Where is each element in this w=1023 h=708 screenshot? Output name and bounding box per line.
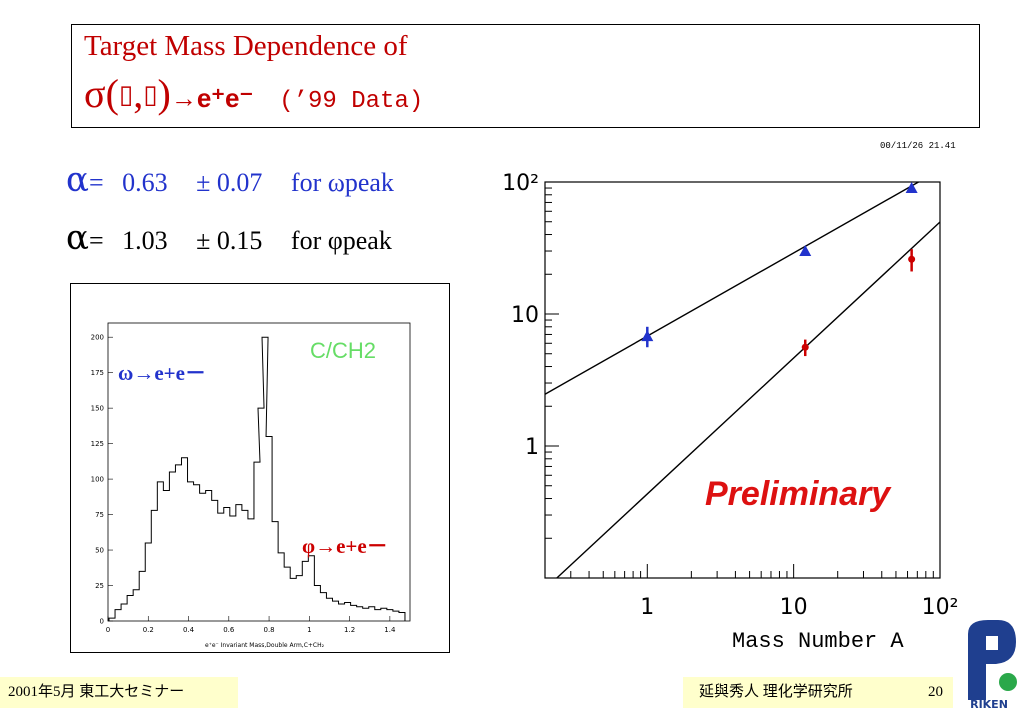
sigma-symbol: σ( — [84, 71, 119, 116]
x-tick-label: 10 — [780, 595, 808, 620]
x-tick-label: 10² — [922, 595, 959, 620]
data-point-omega — [641, 330, 654, 342]
alpha-omega-row: α= 0.63 ± 0.07 for ωpeak — [66, 160, 394, 200]
x-tick-label: 1 — [307, 626, 311, 634]
y-tick-label: 10 — [511, 303, 539, 328]
y-tick-label: 0 — [100, 618, 104, 626]
x-tick-label: 1.4 — [384, 626, 396, 634]
plus-minus: ± — [196, 226, 211, 255]
mass-dependence-plot: 1 10 10² 1 10 10² Preliminary Mass Number A — [502, 171, 959, 654]
x-tick-label: 0.2 — [143, 626, 154, 634]
x-tick-label: 0 — [106, 626, 110, 634]
logo-mark — [968, 620, 1016, 700]
histogram-series — [108, 336, 406, 621]
close-paren: ) — [157, 71, 171, 116]
missing-glyph-2: ▯ — [143, 80, 158, 110]
y-tick-label: 1 — [525, 435, 539, 460]
histogram-axes-frame — [107, 322, 411, 622]
histogram-xlabel: e⁺e⁻ Invariant Mass,Double Arm,C+CH₂ — [205, 642, 325, 649]
data-point-omega — [799, 245, 812, 257]
y-tick-label: 10² — [502, 171, 539, 196]
timestamp: 00/11/26 21.41 — [880, 141, 956, 151]
preliminary-label: Preliminary — [705, 475, 892, 513]
equals: = — [88, 226, 104, 255]
y-tick-label: 175 — [91, 369, 104, 377]
x-tick-label: 0.6 — [223, 626, 235, 634]
x-tick-label: 1 — [640, 595, 654, 620]
histogram-title: C/CH2 — [310, 338, 376, 363]
products: e⁺e⁻ — [196, 83, 254, 113]
omega-annotation: ω→e+e－ — [118, 361, 206, 385]
histogram-frame — [70, 283, 450, 653]
riken-logo: RIKEN — [968, 620, 1017, 708]
equals: = — [88, 168, 104, 197]
title-box — [71, 24, 980, 128]
footer-right: 延與秀人 理化学研究所 20 — [683, 677, 953, 708]
alpha-label: for ωpeak — [290, 168, 394, 197]
logo-text: RIKEN — [970, 698, 1008, 708]
y-tick-label: 150 — [91, 405, 104, 413]
y-tick-label: 75 — [95, 511, 104, 519]
alpha-error: 0.15 — [216, 226, 263, 255]
alpha-symbol: α — [66, 160, 89, 200]
alpha-error: 0.07 — [216, 168, 263, 197]
x-tick-label: 0.8 — [263, 626, 274, 634]
footer-left: 2001年5月 東工大セミナー — [0, 677, 238, 708]
alpha-value: 1.03 — [122, 226, 168, 255]
data-point-phi — [801, 343, 809, 351]
alpha-label: for φpeak — [290, 226, 392, 255]
y-tick-label: 100 — [91, 476, 104, 484]
footer-author: 延與秀人 理化学研究所 — [699, 684, 853, 700]
y-tick-label: 25 — [95, 582, 104, 590]
fit-line — [556, 221, 941, 579]
fit-line — [544, 181, 919, 395]
plus-minus: ± — [196, 168, 211, 197]
y-tick-label: 200 — [91, 334, 104, 342]
alpha-symbol: α — [66, 218, 89, 258]
slide-title-line2: σ(▯,▯)→e⁺e⁻ (’99 Data) — [84, 70, 423, 117]
x-tick-label: 1.2 — [344, 626, 355, 634]
alpha-value: 0.63 — [122, 168, 168, 197]
page-number: 20 — [928, 684, 943, 700]
missing-glyph-1: ▯ — [118, 80, 134, 110]
slide-title-line1: Target Mass Dependence of — [84, 30, 408, 62]
data-tag: (’99 Data) — [279, 88, 424, 115]
invariant-mass-histogram: 0 0.2 0.4 0.6 0.8 1 1.2 1.4 0 25 50 75 100 125 150 175 2… — [70, 283, 450, 653]
alpha-phi-row: α= 1.03 ± 0.15 for φpeak — [66, 218, 392, 258]
comma: , — [133, 71, 144, 116]
logo-cutout — [986, 636, 998, 650]
x-tick-label: 0.4 — [183, 626, 195, 634]
data-point-omega — [905, 182, 918, 194]
data-point-phi — [908, 255, 916, 263]
arrow: → — [170, 83, 197, 113]
y-tick-label: 50 — [95, 547, 104, 555]
phi-annotation: φ→e+e－ — [302, 534, 388, 558]
logo-dot — [999, 673, 1017, 691]
plot-frame — [544, 181, 941, 579]
y-tick-label: 125 — [91, 440, 104, 448]
plot-xlabel: Mass Number A — [732, 629, 904, 654]
